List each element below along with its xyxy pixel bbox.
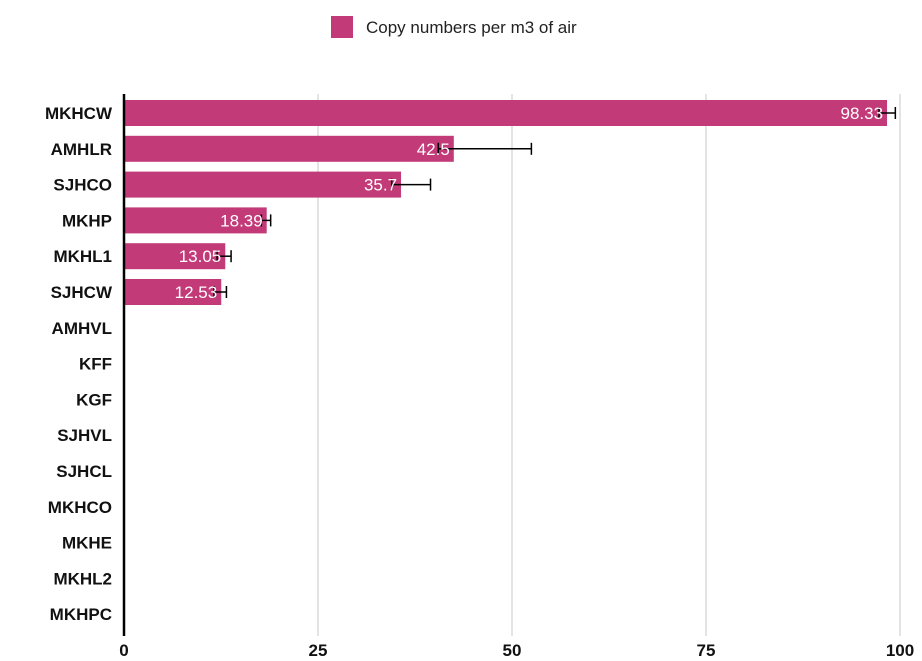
- data-labels: 98.33 42.5 35.7 18.39 13.05 12.53: [175, 104, 883, 302]
- category-label: MKHL2: [53, 569, 112, 588]
- category-label: KFF: [79, 355, 112, 374]
- bars: [124, 100, 888, 305]
- x-tick-label: 25: [309, 641, 328, 660]
- category-label: SJHCW: [51, 283, 113, 302]
- x-tick-label: 75: [697, 641, 716, 660]
- bar: [124, 100, 888, 126]
- category-label: AMHVL: [52, 319, 112, 338]
- x-tick-label: 50: [503, 641, 522, 660]
- error-bar: [213, 286, 228, 298]
- bar: [124, 243, 226, 270]
- category-label: MKHCW: [45, 104, 113, 123]
- legend-label: Copy numbers per m3 of air: [366, 18, 577, 37]
- grid-lines: [317, 94, 901, 636]
- category-label: SJHCL: [56, 462, 112, 481]
- category-label: SJHVL: [57, 426, 112, 445]
- data-label: 13.05: [179, 247, 222, 266]
- category-labels: MKHCW AMHLR SJHCO MKHP MKHL1 SJHCW AMHVL KFF KGF…: [45, 104, 113, 624]
- error-bars: [213, 107, 897, 298]
- category-label: MKHCO: [48, 498, 112, 517]
- x-tick-label: 100: [886, 641, 914, 660]
- category-label: MKHE: [62, 534, 112, 553]
- data-label: 18.39: [220, 211, 263, 230]
- category-label: MKHPC: [50, 605, 112, 624]
- category-label: SJHCO: [53, 176, 112, 195]
- x-tick-label: 0: [119, 641, 128, 660]
- bar: [124, 279, 222, 305]
- legend-swatch: [331, 16, 353, 38]
- bar: [124, 171, 402, 198]
- data-label: 35.7: [364, 176, 397, 195]
- data-label: 98.33: [840, 104, 883, 123]
- category-label: MKHP: [62, 211, 112, 230]
- error-bar: [216, 250, 232, 263]
- bar: [124, 135, 454, 162]
- category-label: MKHL1: [53, 247, 112, 266]
- error-bar: [878, 107, 897, 119]
- error-bar: [390, 178, 432, 191]
- bar: [124, 207, 267, 234]
- category-label: AMHLR: [51, 140, 112, 159]
- x-tick-labels: 0 25 50 75 100: [119, 641, 914, 660]
- data-label: 42.5: [417, 140, 450, 159]
- error-bar: [260, 214, 272, 227]
- legend: Copy numbers per m3 of air: [331, 16, 577, 38]
- data-label: 12.53: [175, 283, 218, 302]
- category-label: KGF: [76, 390, 112, 409]
- error-bar: [437, 142, 533, 155]
